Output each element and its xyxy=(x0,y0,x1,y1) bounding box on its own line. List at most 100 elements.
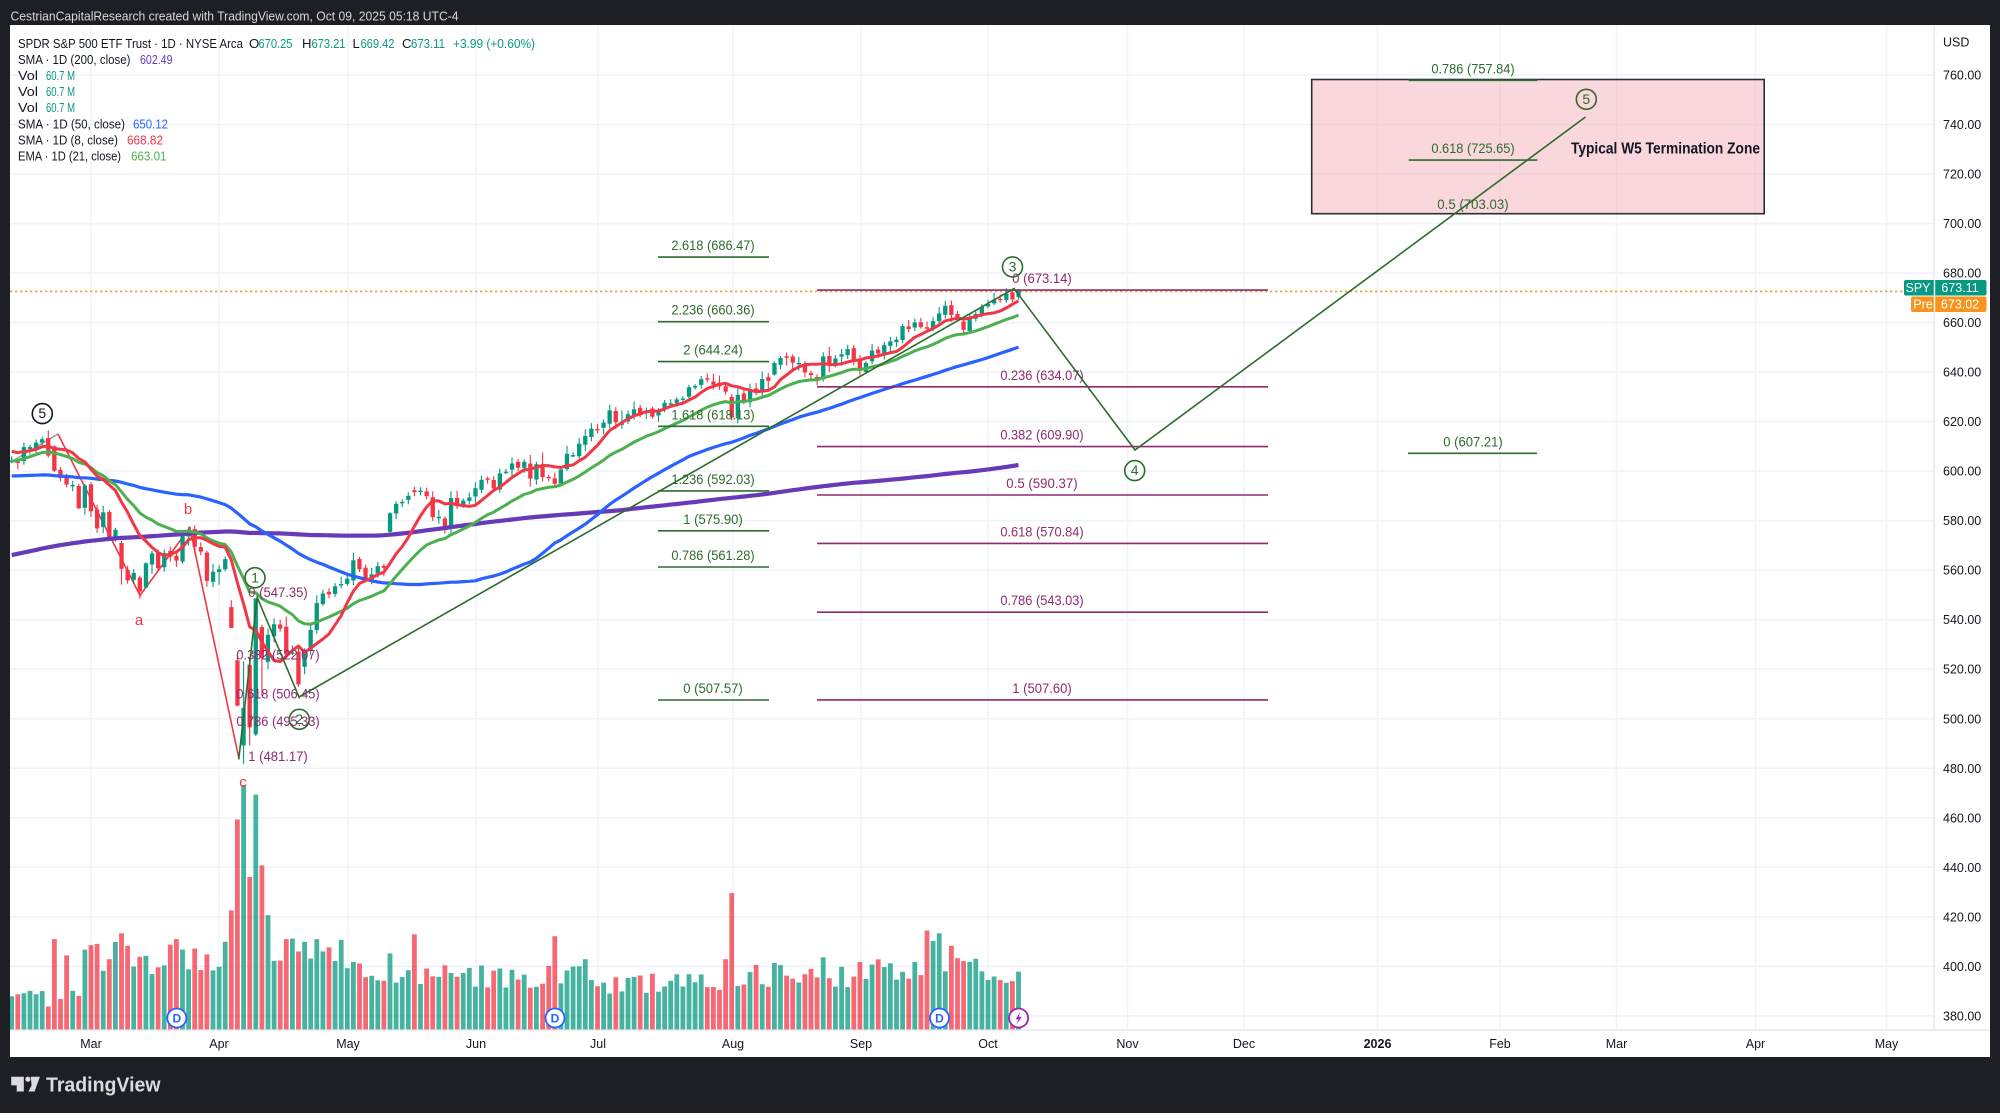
svg-text:Typical W5 Termination Zone: Typical W5 Termination Zone xyxy=(1571,141,1760,158)
svg-text:380.00: 380.00 xyxy=(1943,1009,1981,1023)
svg-text:May: May xyxy=(1875,1037,1899,1051)
svg-text:2 (644.24): 2 (644.24) xyxy=(683,343,743,358)
svg-text:660.00: 660.00 xyxy=(1943,316,1981,330)
svg-text:0.618 (506.45): 0.618 (506.45) xyxy=(236,686,319,701)
svg-text:0.236 (634.07): 0.236 (634.07) xyxy=(1000,368,1083,383)
svg-text:SMA · 1D (200, close): SMA · 1D (200, close) xyxy=(18,52,131,67)
svg-text:1.618 (618.13): 1.618 (618.13) xyxy=(671,407,754,422)
svg-text:0.382 (522.07): 0.382 (522.07) xyxy=(236,648,319,663)
svg-text:Aug: Aug xyxy=(722,1037,744,1051)
svg-text:1: 1 xyxy=(251,569,259,585)
svg-text:600.00: 600.00 xyxy=(1943,465,1981,479)
svg-text:60.7 M: 60.7 M xyxy=(46,100,75,115)
svg-text:Nov: Nov xyxy=(1116,1037,1139,1051)
svg-text:May: May xyxy=(336,1037,360,1051)
svg-text:60.7 M: 60.7 M xyxy=(46,84,75,99)
svg-text:O: O xyxy=(249,36,259,51)
svg-text:1 (507.60): 1 (507.60) xyxy=(1012,681,1072,696)
svg-text:673.11: 673.11 xyxy=(1941,281,1978,295)
svg-text:Apr: Apr xyxy=(209,1037,228,1051)
svg-text:0.5 (703.03): 0.5 (703.03) xyxy=(1437,197,1508,212)
svg-text:673.11: 673.11 xyxy=(411,36,445,51)
svg-text:1 (481.17): 1 (481.17) xyxy=(248,749,308,764)
svg-text:760.00: 760.00 xyxy=(1943,69,1981,83)
svg-text:0.786 (757.84): 0.786 (757.84) xyxy=(1431,61,1514,76)
svg-text:580.00: 580.00 xyxy=(1943,514,1981,528)
svg-text:CestrianCapitalResearch create: CestrianCapitalResearch created with Tra… xyxy=(11,9,459,24)
svg-text:0 (607.21): 0 (607.21) xyxy=(1443,434,1503,449)
svg-text:2: 2 xyxy=(295,711,303,727)
svg-text:Feb: Feb xyxy=(1489,1037,1511,1051)
svg-text:a: a xyxy=(135,612,144,629)
svg-text:Vol: Vol xyxy=(18,84,38,99)
svg-text:669.42: 669.42 xyxy=(361,36,395,51)
svg-text:SPDR S&P 500 ETF Trust · 1D ·: SPDR S&P 500 ETF Trust · 1D · NYSE Arca xyxy=(18,36,244,51)
svg-text:400.00: 400.00 xyxy=(1943,960,1981,974)
svg-text:Jul: Jul xyxy=(590,1037,606,1051)
svg-text:720.00: 720.00 xyxy=(1943,168,1981,182)
svg-text:0.382 (609.90): 0.382 (609.90) xyxy=(1000,428,1083,443)
svg-text:Vol: Vol xyxy=(18,100,38,115)
svg-text:673.21: 673.21 xyxy=(312,36,346,51)
svg-text:663.01: 663.01 xyxy=(131,149,167,164)
svg-text:460.00: 460.00 xyxy=(1943,811,1981,825)
svg-text:1 (575.90): 1 (575.90) xyxy=(683,512,743,527)
svg-text:Dec: Dec xyxy=(1233,1037,1255,1051)
svg-text:740.00: 740.00 xyxy=(1943,118,1981,132)
svg-text:SPY: SPY xyxy=(1905,281,1931,295)
svg-text:Vol: Vol xyxy=(18,68,38,83)
svg-text:Mar: Mar xyxy=(80,1037,102,1051)
svg-text:D: D xyxy=(935,1012,944,1026)
svg-text:L: L xyxy=(353,36,360,51)
svg-text:1.236 (592.03): 1.236 (592.03) xyxy=(671,472,754,487)
svg-text:673.02: 673.02 xyxy=(1941,298,1979,312)
svg-text:0 (547.35): 0 (547.35) xyxy=(248,585,308,600)
svg-text:60.7 M: 60.7 M xyxy=(46,68,75,83)
svg-text:C: C xyxy=(402,36,412,51)
svg-text:EMA · 1D (21, close): EMA · 1D (21, close) xyxy=(18,149,121,164)
svg-text:440.00: 440.00 xyxy=(1943,861,1981,875)
svg-text:SMA · 1D (8, close): SMA · 1D (8, close) xyxy=(18,132,118,147)
svg-text:680.00: 680.00 xyxy=(1943,267,1981,281)
svg-text:Jun: Jun xyxy=(466,1037,486,1051)
svg-text:D: D xyxy=(172,1012,181,1026)
svg-text:0.786 (495.33): 0.786 (495.33) xyxy=(236,714,319,729)
svg-text:5: 5 xyxy=(1582,91,1590,107)
svg-text:620.00: 620.00 xyxy=(1943,415,1981,429)
svg-text:640.00: 640.00 xyxy=(1943,366,1981,380)
svg-text:560.00: 560.00 xyxy=(1943,564,1981,578)
svg-text:520.00: 520.00 xyxy=(1943,663,1981,677)
svg-text:0.618 (725.65): 0.618 (725.65) xyxy=(1431,141,1514,156)
svg-text:700.00: 700.00 xyxy=(1943,217,1981,231)
svg-text:Pre: Pre xyxy=(1913,298,1933,312)
svg-text:Mar: Mar xyxy=(1606,1037,1628,1051)
svg-text:480.00: 480.00 xyxy=(1943,762,1981,776)
svg-text:2026: 2026 xyxy=(1364,1037,1392,1051)
svg-text:670.25: 670.25 xyxy=(259,36,293,51)
svg-text:USD: USD xyxy=(1943,36,1969,50)
svg-text:5: 5 xyxy=(38,405,46,421)
svg-text:668.82: 668.82 xyxy=(127,132,163,147)
svg-text:420.00: 420.00 xyxy=(1943,910,1981,924)
svg-text:500.00: 500.00 xyxy=(1943,712,1981,726)
svg-text:0.786 (543.03): 0.786 (543.03) xyxy=(1000,593,1083,608)
svg-text:H: H xyxy=(302,36,312,51)
svg-text:Apr: Apr xyxy=(1746,1037,1765,1051)
svg-text:540.00: 540.00 xyxy=(1943,613,1981,627)
svg-text:650.12: 650.12 xyxy=(133,116,168,131)
svg-text:0.5 (590.37): 0.5 (590.37) xyxy=(1006,476,1077,491)
svg-text:4: 4 xyxy=(1131,462,1139,478)
svg-text:TradingView: TradingView xyxy=(46,1075,161,1097)
svg-text:Oct: Oct xyxy=(978,1037,998,1051)
svg-text:3: 3 xyxy=(1009,259,1017,275)
svg-text:0.786 (561.28): 0.786 (561.28) xyxy=(671,548,754,563)
svg-text:0.618 (570.84): 0.618 (570.84) xyxy=(1000,524,1083,539)
svg-text:c: c xyxy=(239,774,247,791)
svg-text:D: D xyxy=(551,1012,560,1026)
svg-text:2.618 (686.47): 2.618 (686.47) xyxy=(671,238,754,253)
svg-text:0 (507.57): 0 (507.57) xyxy=(683,681,743,696)
svg-text:b: b xyxy=(184,501,192,518)
svg-text:0 (673.14): 0 (673.14) xyxy=(1012,271,1072,286)
svg-text:+3.99 (+0.60%): +3.99 (+0.60%) xyxy=(453,36,535,51)
svg-text:SMA · 1D (50, close): SMA · 1D (50, close) xyxy=(18,116,125,131)
